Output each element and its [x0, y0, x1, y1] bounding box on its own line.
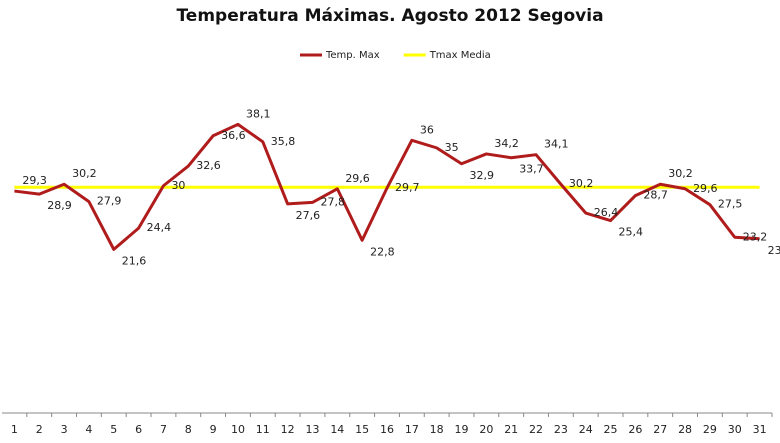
x-tick-label: 30 [728, 423, 742, 436]
data-label: 23 [768, 244, 780, 257]
x-tick-label: 24 [579, 423, 593, 436]
x-tick-label: 31 [753, 423, 767, 436]
x-tick-label: 17 [405, 423, 419, 436]
data-label: 28,7 [643, 189, 668, 202]
data-label: 32,6 [196, 159, 221, 172]
x-tick-label: 4 [85, 423, 92, 436]
legend-label: Temp. Max [325, 50, 380, 61]
x-tick-label: 29 [703, 423, 717, 436]
data-label: 24,4 [147, 221, 172, 234]
x-tick-label: 13 [305, 423, 319, 436]
data-label: 21,6 [122, 254, 147, 267]
line-series [14, 122, 760, 251]
x-tick-label: 26 [628, 423, 642, 436]
x-tick-label: 3 [61, 423, 68, 436]
x-tick-label: 27 [653, 423, 667, 436]
x-tick-label: 22 [529, 423, 543, 436]
x-tick-label: 12 [281, 423, 295, 436]
data-label: 29,3 [22, 174, 47, 187]
x-tick-label: 5 [110, 423, 117, 436]
data-label: 36 [420, 123, 434, 136]
x-tick-label: 15 [355, 423, 369, 436]
x-tick-label: 14 [330, 423, 344, 436]
data-label: 29,7 [395, 181, 420, 194]
x-tick-label: 10 [231, 423, 245, 436]
data-label: 25,4 [619, 226, 644, 239]
data-label: 32,9 [470, 169, 495, 182]
x-tick-label: 25 [604, 423, 618, 436]
data-label: 34,2 [494, 137, 519, 150]
data-label: 27,6 [296, 209, 321, 222]
x-tick-label: 8 [185, 423, 192, 436]
data-label: 35 [445, 141, 459, 154]
x-tick-label: 19 [455, 423, 469, 436]
data-label: 28,9 [47, 199, 72, 212]
data-label: 33,7 [519, 163, 544, 176]
data-label: 23,2 [743, 230, 768, 243]
x-tick-label: 20 [479, 423, 493, 436]
x-tick-label: 6 [135, 423, 142, 436]
data-label: 29,6 [693, 182, 718, 195]
data-label: 27,8 [320, 195, 345, 208]
data-label: 26,4 [594, 206, 619, 219]
data-label: 22,8 [370, 245, 395, 258]
data-label: 30,2 [72, 167, 97, 180]
data-label: 30,2 [569, 177, 594, 190]
x-tick-label: 23 [554, 423, 568, 436]
x-tick-label: 9 [210, 423, 217, 436]
data-label: 27,9 [97, 195, 122, 208]
data-label: 36,6 [221, 129, 246, 142]
data-label: 30,2 [668, 167, 693, 180]
x-tick-label: 7 [160, 423, 167, 436]
data-label: 34,1 [544, 138, 569, 151]
legend-label: Tmax Media [429, 50, 491, 61]
x-tick-label: 18 [430, 423, 444, 436]
x-tick-label: 16 [380, 423, 394, 436]
x-tick-label: 1 [11, 423, 18, 436]
data-label: 38,1 [246, 107, 271, 120]
data-label: 27,5 [718, 198, 743, 211]
data-label: 30 [171, 179, 185, 192]
data-label: 35,8 [271, 135, 296, 148]
data-label: 29,6 [345, 172, 370, 185]
x-tick-label: 11 [256, 423, 270, 436]
x-tick-label: 2 [36, 423, 43, 436]
x-tick-label: 28 [678, 423, 692, 436]
x-tick-label: 21 [504, 423, 518, 436]
chart-title: Temperatura Máximas. Agosto 2012 Segovia [176, 6, 603, 26]
